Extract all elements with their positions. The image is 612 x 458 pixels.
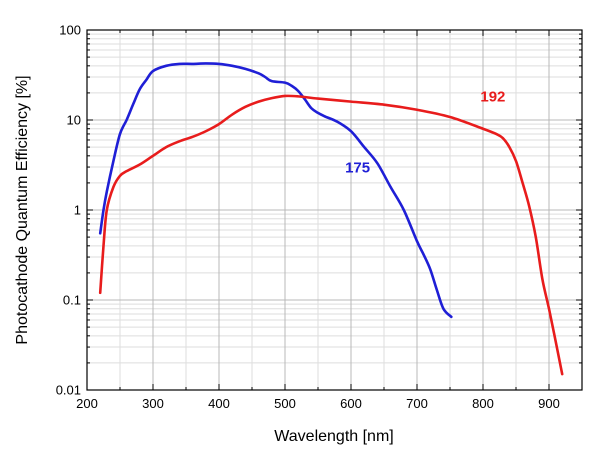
y-tick-label: 1 <box>74 203 81 218</box>
series-layer <box>98 62 564 376</box>
y-tick-label: 0.01 <box>56 383 81 398</box>
x-tick-labels: 200 300 400 500 600 700 800 900 <box>76 396 560 411</box>
x-tick-label: 700 <box>406 396 428 411</box>
y-axis-title: Photocathode Quantum Efficiency [%] <box>14 75 31 344</box>
x-tick-label: 900 <box>538 396 560 411</box>
series-label-192: 192 <box>480 89 505 106</box>
x-tick-label: 500 <box>274 396 296 411</box>
series-line-192 <box>98 94 564 376</box>
axis-ticks <box>86 29 583 391</box>
x-axis-title: Wavelength [nm] <box>274 428 393 445</box>
x-tick-label: 400 <box>208 396 230 411</box>
y-tick-label: 0.1 <box>63 293 81 308</box>
x-tick-label: 600 <box>340 396 362 411</box>
y-tick-label: 10 <box>67 113 81 128</box>
series-line-175 <box>98 62 453 319</box>
x-tick-label: 300 <box>142 396 164 411</box>
x-tick-label: 800 <box>472 396 494 411</box>
series-label-175: 175 <box>345 160 370 177</box>
series-labels: 175 192 <box>345 89 505 177</box>
x-tick-label: 200 <box>76 396 98 411</box>
y-tick-label: 100 <box>59 23 81 38</box>
grid-major <box>87 30 582 390</box>
grid-minor <box>87 30 582 390</box>
y-tick-labels: 0.01 0.1 1 10 100 <box>56 23 81 398</box>
